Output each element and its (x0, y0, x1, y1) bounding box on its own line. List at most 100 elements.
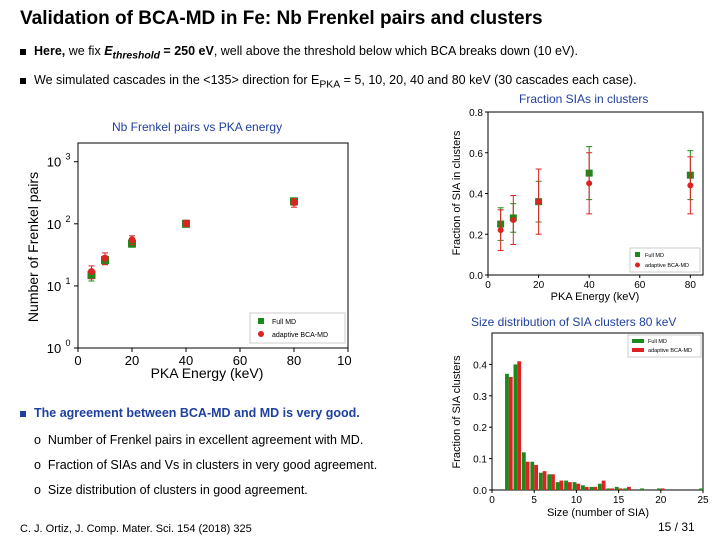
chart2-ytick-label: 0.6 (469, 149, 483, 160)
chart3-bar-full-md (538, 472, 543, 490)
bullet-agreement: The agreement between BCA-MD and MD is v… (20, 406, 360, 420)
chart2-legend: Full MD adaptive BCA-MD (629, 247, 701, 273)
chart3-ytick-label: 0.2 (473, 423, 487, 434)
chart3-bar-bca-md (508, 376, 513, 490)
chart1-point-bca-md (182, 219, 190, 227)
legend3-bca-md-marker (632, 348, 644, 352)
chart3-ytick-label: 0.0 (473, 486, 487, 497)
subbullet-1: o Number of Frenkel pairs in excellent a… (34, 433, 363, 447)
chart1-point-bca-md (101, 254, 109, 262)
chart3-bar-bca-md (525, 461, 530, 490)
chart1-ytick-label: 10 (47, 341, 61, 356)
chart3-bar-full-md (597, 483, 602, 490)
bullet-marker (20, 48, 26, 55)
chart2-point-bca-md (687, 182, 694, 189)
chart3-bar-bca-md (593, 486, 598, 490)
chart1-ylabel: Number of Frenkel pairs (25, 172, 41, 322)
chart3-xtick-label: 5 (531, 495, 537, 506)
chart1-xtick-label: 80 (287, 353, 301, 368)
chart3-bar-bca-md (627, 486, 631, 490)
chart2-xtick-label: 40 (584, 280, 596, 291)
chart3-bar-full-md (513, 364, 518, 490)
subbullet-text: Size distribution of clusters in good ag… (47, 483, 308, 497)
legend-bca-md: adaptive BCA-MD (272, 332, 328, 339)
chart3-ytick-label: 0.3 (473, 392, 487, 403)
chart3-bar-bca-md (610, 488, 614, 490)
chart2-xtick-label: 20 (533, 280, 545, 291)
chart1-ytick-label: 10 (47, 155, 61, 170)
chart1-ytick-exponent: 3 (65, 152, 70, 162)
chart3-bar-bca-md (660, 488, 665, 490)
chart3-bar-bca-md (567, 482, 572, 490)
bullet-threshold: Here, we fix Ethreshold = 250 eV, well a… (20, 44, 578, 62)
chart3-bar-full-md (521, 452, 526, 490)
legend2-bca-md-marker (635, 262, 640, 268)
chart1-legend: Full MD adaptive BCA-MD (249, 312, 346, 344)
chart3-xlabel: Size (number of SIA) (547, 507, 649, 519)
bullet-text-bold: Here, (34, 44, 69, 58)
chart3-bar-bca-md (551, 474, 555, 490)
chart1-point-bca-md (290, 199, 298, 207)
legend3-full-md: Full MD (648, 339, 667, 345)
slide-title: Validation of BCA-MD in Fe: Nb Frenkel p… (20, 8, 543, 29)
chart3-bar-full-md (530, 461, 535, 490)
legend3-full-md-marker (632, 339, 644, 343)
chart2-point-bca-md (535, 198, 542, 205)
chart3-bar-bca-md (534, 464, 538, 490)
chart1-ytick-label: 10 (47, 279, 61, 294)
chart3-xtick-label: 20 (655, 495, 667, 506)
chart3-bar-full-md (564, 480, 568, 490)
chart3-ytick-label: 0.1 (473, 455, 487, 466)
chart2-xtick-label: 0 (485, 280, 491, 291)
chart3-bar-bca-md (576, 483, 581, 490)
subbullet-3: o Size distribution of clusters in good … (34, 483, 308, 497)
chart3-bar-full-md (505, 373, 509, 490)
bullet-marker (20, 410, 26, 417)
chart3-bar-full-md (589, 486, 594, 490)
subbullet-marker: o (34, 483, 41, 497)
chart2-legend-box (629, 247, 701, 273)
subbullet-marker: o (34, 433, 41, 447)
chart2-ytick-label: 0.2 (469, 230, 483, 241)
chart2-xtick-label: 60 (634, 280, 646, 291)
legend2-bca-md: adaptive BCA-MD (645, 263, 689, 269)
chart3-ylabel: Fraction of SIA clusters (451, 355, 463, 469)
subbullet-text: Number of Frenkel pairs in excellent agr… (47, 433, 364, 447)
chart2-ytick-label: 0.4 (469, 190, 483, 201)
legend3-bca-md: adaptive BCA-MD (648, 348, 692, 354)
chart3-bar-bca-md (601, 480, 606, 490)
chart3-xtick-label: 10 (571, 495, 583, 506)
chart3-bar-full-md (547, 474, 552, 490)
bullet-text: we fix (68, 44, 105, 58)
chart3-caption: Size distribution of SIA clusters 80 keV (471, 315, 677, 329)
chart1-xtick-label: 20 (125, 353, 139, 368)
bullet-text-rest: = 5, 10, 20, 40 and 80 keV (30 cascades … (340, 73, 637, 87)
chart2-ylabel: Fraction of SIA in clusters (451, 130, 463, 255)
chart1-xtick-label: 60 (233, 353, 247, 368)
chart3-ytick-label: 0.4 (473, 360, 487, 371)
subbullet-2: o Fraction of SIAs and Vs in clusters in… (34, 458, 377, 472)
citation: C. J. Ortiz, J. Comp. Mater. Sci. 154 (2… (20, 523, 252, 535)
chart1-point-bca-md (88, 268, 95, 276)
pka-subscript: PKA (319, 79, 341, 91)
chart3-bar-bca-md (542, 471, 547, 490)
bullet-text: The agreement between BCA-MD and MD is v… (34, 406, 360, 420)
chart1-ytick-label: 10 (47, 217, 61, 232)
chart2-ytick-label: 0.0 (469, 271, 483, 282)
chart1-legend-box (249, 312, 346, 344)
chart3-legend: Full MD adaptive BCA-MD (627, 334, 702, 358)
chart3-xtick-label: 0 (489, 495, 495, 506)
energy-symbol: E (104, 44, 113, 58)
chart1-ytick-exponent: 0 (65, 338, 70, 348)
chart3-bar-full-md (623, 488, 628, 490)
chart2-caption: Fraction SIAs in clusters (519, 92, 649, 106)
legend2-full-md-marker (635, 252, 640, 257)
size-distribution-chart: 0 5 10 15 20 25 0.0 0.1 0.2 0.3 0.4 Size (number o… (451, 332, 709, 519)
chart1-xtick-label: 100 (337, 353, 352, 368)
chart3-bar-full-md (657, 488, 661, 490)
fraction-sia-chart: 0 20 40 60 80 0.0 0.2 0.4 0.6 0.8 PKA Energy (keV… (451, 108, 704, 303)
bullet-cascades: We simulated cascades in the <135> direc… (20, 73, 637, 91)
chart3-xtick-label: 25 (697, 495, 709, 506)
chart1-ytick-exponent: 2 (65, 214, 70, 224)
chart2-point-bca-md (497, 227, 504, 234)
